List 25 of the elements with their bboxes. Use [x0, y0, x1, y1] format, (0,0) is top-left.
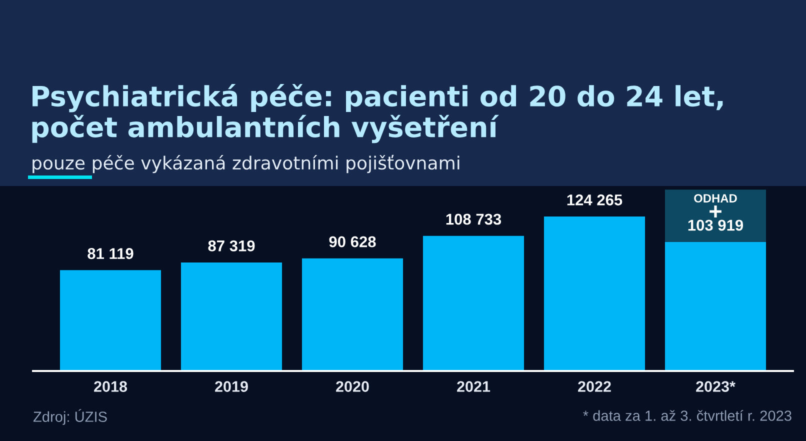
x-tick-label: 2019 [215, 381, 248, 392]
bar [664, 190, 766, 242]
data-label: 81 119 [88, 248, 134, 260]
data-label: 103 919 [688, 220, 744, 231]
bar [422, 236, 524, 371]
bar [60, 270, 162, 371]
bar [302, 258, 404, 371]
series-label: ODHAD [694, 194, 737, 203]
annotation: + [710, 206, 722, 218]
data-label: 124 265 [567, 194, 622, 206]
bar [544, 216, 646, 371]
x-tick-label: 2022 [578, 381, 611, 392]
bar [664, 242, 766, 371]
x-tick-label: 2018 [94, 381, 128, 392]
chart-title: Psychiatrická péče: pacienti od 20 do 24 let, počet ambulantních vyšetření [32, 84, 723, 144]
data-label: 90 628 [329, 236, 376, 248]
data-label: 108 733 [446, 214, 502, 225]
x-tick-label: 2021 [457, 381, 490, 392]
x-tick-label: 2020 [336, 381, 369, 392]
data-label: 87 319 [208, 240, 255, 252]
bar [180, 262, 282, 371]
x-tick-label: 2023* [696, 381, 736, 392]
text: * data za 1. až 3. čtvrtletí r. 2023 [583, 410, 792, 421]
text: Zdroj: ÚZIS [33, 409, 107, 425]
chart-subtitle: pouze péče vykázaná zdravotními pojišťovnami [32, 154, 460, 174]
